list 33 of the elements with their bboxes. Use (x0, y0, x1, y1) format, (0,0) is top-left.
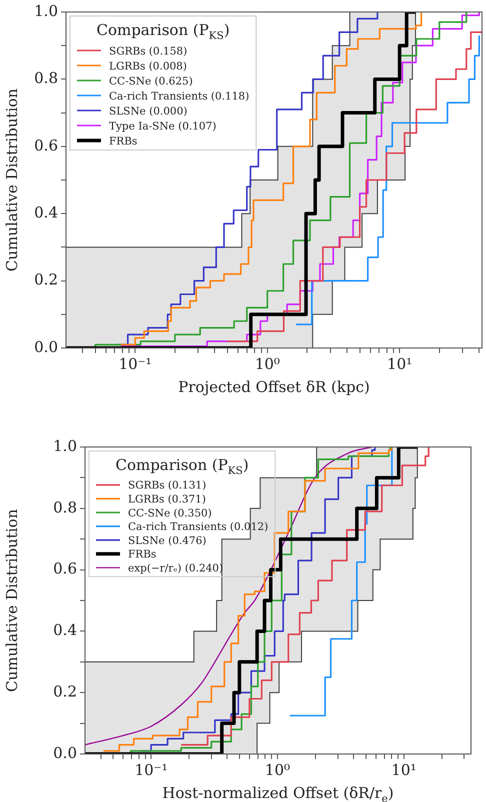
legend-label: FRBs (109, 135, 138, 148)
x-tick-label: 10⁻¹ (134, 760, 168, 779)
x-tick-label: 10⁰ (254, 354, 280, 373)
y-axis-title: Cumulative Distribution (2, 508, 21, 692)
legend-label: Type Ia-SNe (0.107) (109, 120, 216, 132)
x-tick-label: 10⁻¹ (118, 354, 152, 373)
x-tick-label: 10¹ (387, 354, 412, 373)
y-tick-label: 0.6 (34, 136, 58, 154)
legend-label: LGRBs (0.008) (109, 60, 187, 72)
x-tick-label: 10¹ (391, 760, 416, 779)
y-tick-label: 0.2 (53, 682, 77, 700)
x-axis-title: Projected Offset δR (kpc) (178, 378, 370, 396)
y-tick-label: 0.8 (34, 69, 58, 88)
y-tick-label: 0.8 (53, 498, 77, 516)
y-tick-label: 0.4 (53, 621, 77, 640)
x-tick-label: 10⁰ (264, 760, 290, 779)
legend-label: CC-SNe (0.625) (109, 75, 193, 88)
y-tick-label: 0.0 (53, 744, 77, 762)
y-tick-label: 1.0 (53, 436, 77, 455)
legend-label: CC-SNe (0.350) (128, 507, 212, 520)
legend-label: SLSNe (0.000) (109, 105, 188, 118)
y-tick-label: 1.0 (34, 2, 58, 20)
legend-label: Ca-rich Transients (0.118) (109, 90, 250, 102)
legend-label: SGRBs (0.158) (109, 45, 188, 58)
y-tick-label: 0.6 (53, 560, 77, 578)
y-tick-label: 0.4 (34, 203, 58, 222)
legend-label: LGRBs (0.371) (128, 493, 206, 506)
y-tick-label: 0.0 (34, 338, 58, 356)
legend-label: SGRBs (0.131) (128, 480, 206, 492)
legend-label: FRBs (128, 548, 156, 561)
y-axis-title: Cumulative Distribution (2, 88, 21, 272)
legend-label: SLSNe (0.476) (128, 534, 206, 547)
y-tick-label: 0.2 (34, 270, 58, 289)
